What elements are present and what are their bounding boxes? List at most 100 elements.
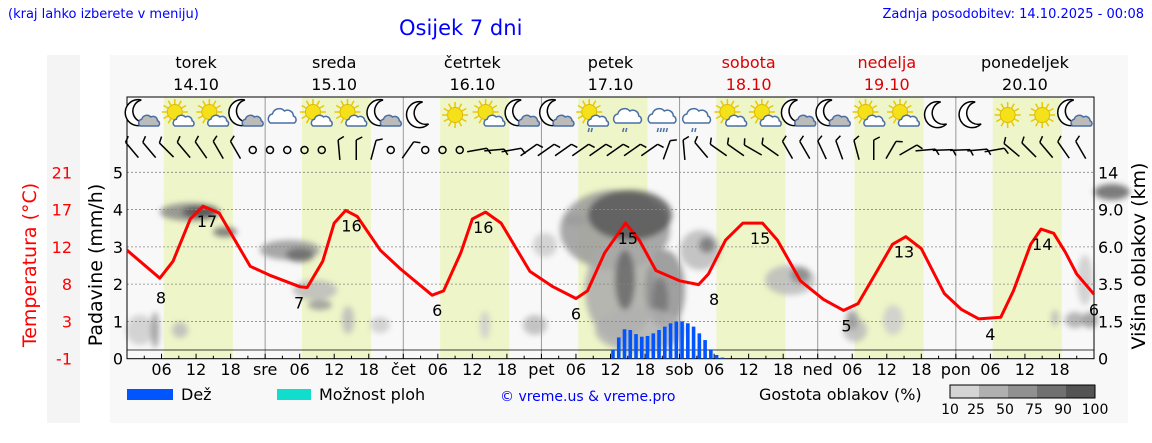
wind-shaft [1075,140,1087,160]
rain-drop [587,127,590,133]
wind-calm-icon [455,145,464,155]
credit-link[interactable]: © vreme.us & vreme.pro [500,389,675,405]
wind-shaft [229,140,242,160]
x-hour-label: 18 [497,360,517,379]
wind-barb-icon [662,139,677,160]
wind-calm-icon [248,145,257,155]
cloud-blob [1094,184,1130,200]
moon-icon [923,100,948,129]
wind-shaft [899,144,918,156]
sun-ray [577,115,583,120]
cloud-shape [517,114,541,127]
precip-bar [651,333,656,359]
wind-shaft [537,143,555,157]
wind-feather [657,143,664,149]
x-day-label: čet [391,360,416,379]
sun-ray [316,100,321,106]
wind-shaft [932,148,953,152]
wind-barb-icon [1057,135,1070,159]
sun-ray [1048,107,1054,112]
rain-drop [622,127,625,133]
wind-barb-icon [537,143,561,157]
temperature-tick: 12 [52,238,72,257]
wind-feather [158,136,163,144]
wind-barb-icon [484,148,509,156]
density-level-label: 25 [967,402,985,418]
precip-bar [720,357,725,359]
sun-ray [750,104,756,109]
sun-ray [473,115,480,120]
precip-tick: 3 [113,238,123,257]
cloud-shape [310,114,333,127]
wind-feather [873,136,881,141]
day-name: nedelja [857,53,916,72]
sun-ray [592,100,597,106]
wind-shaft [1039,141,1054,159]
x-day-label: sob [665,360,693,379]
cloud-shape [863,114,886,127]
wind-shaft [401,141,415,159]
wind-feather [536,143,544,149]
sun-ray [443,118,449,123]
sun-cloud-icon [748,99,782,127]
wind-feather [853,135,860,141]
sun-ray [1035,121,1039,127]
sun-ray [768,104,774,109]
wind-barb-icon [873,136,881,160]
sun-ray [443,107,449,112]
wind-feather [176,135,181,143]
moon-icon [958,100,982,129]
temperature-extreme-label: 15 [750,229,770,248]
wind-barb-icon [682,135,690,161]
x-hour-label: 06 [704,360,724,379]
density-swatch [1008,385,1037,398]
wind-feather [588,143,595,149]
temperature-tick: 21 [52,163,72,182]
sun-ray [458,103,463,109]
sun-ray [888,115,894,120]
sun-ray [1030,118,1036,123]
sun-ray [720,118,725,124]
wind-feather [212,135,218,142]
density-swatch [1066,385,1095,398]
sun-ray [340,118,345,124]
wind-shaft [1021,142,1037,158]
wind-shaft [1003,142,1020,158]
sun-disc [1034,107,1051,123]
wind-feather [229,135,235,142]
x-hour-label: 18 [635,360,655,379]
x-hour-label: 12 [1015,360,1035,379]
location-hint[interactable]: (kraj lahko izberete v meniju) [8,7,199,22]
sun-ray [461,107,467,112]
daylight-band [440,97,510,359]
temperature-extreme-label: 16 [341,216,361,235]
density-level-label: 100 [1082,402,1109,418]
cloud-blob [588,190,672,240]
sun-disc [447,107,464,123]
showers-legend-label: Možnost ploh [319,385,425,404]
sun-ray [765,100,770,106]
sun-ray [1045,103,1050,109]
precip-bar [663,326,667,359]
temperature-tick: 8 [62,275,72,294]
rain-drop [625,127,628,133]
wind-calm-icon [386,145,395,155]
moon-shape [923,100,948,129]
cloud-blob [370,317,390,333]
temperature-extreme-label: 5 [841,316,851,335]
wind-shaft [623,143,641,157]
wind-barb-icon [176,135,191,159]
last-updated: Zadnja posodobitev: 14.10.2025 - 00:08 [882,7,1144,22]
sun-ray [1000,103,1005,109]
wind-barb-icon [781,135,794,160]
cloud-shape [612,107,643,124]
day-date: 20.10 [1002,75,1048,94]
wind-shaft [176,141,191,159]
sun-ray [178,100,182,106]
wind-feather [1039,135,1044,143]
precip-bar [634,334,638,359]
precip-bar [697,333,702,359]
sun-cloud-icon [714,99,748,127]
cloud-blob [1065,312,1085,328]
wind-barb-icon [761,137,779,157]
